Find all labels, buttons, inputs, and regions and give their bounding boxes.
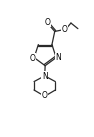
- Text: N: N: [56, 53, 61, 62]
- Text: O: O: [42, 91, 48, 100]
- Text: O: O: [29, 54, 35, 63]
- Text: O: O: [62, 25, 68, 34]
- Text: O: O: [45, 18, 51, 27]
- Text: N: N: [42, 72, 48, 81]
